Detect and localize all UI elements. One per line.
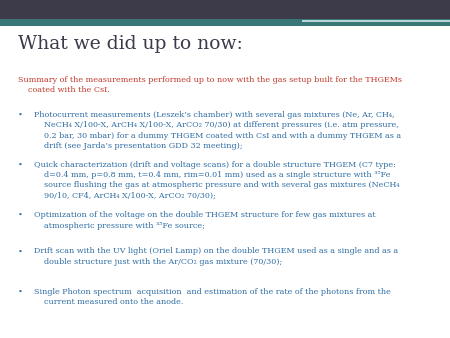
Bar (302, 20, 450, 23)
Text: •: • (18, 161, 23, 169)
Bar (302, 19, 450, 26)
Text: Photocurrent measurements (Leszek’s chamber) with several gas mixtures (Ne, Ar, : Photocurrent measurements (Leszek’s cham… (34, 111, 401, 150)
Text: Drift scan with the UV light (Oriel Lamp) on the double THGEM used as a single a: Drift scan with the UV light (Oriel Lamp… (34, 247, 398, 266)
Text: Optimization of the voltage on the double THGEM structure for few gas mixtures a: Optimization of the voltage on the doubl… (34, 211, 375, 230)
Text: •: • (18, 111, 23, 119)
Text: Quick characterization (drift and voltage scans) for a double structure THGEM (C: Quick characterization (drift and voltag… (34, 161, 399, 200)
Text: •: • (18, 247, 23, 256)
Bar (302, 0, 450, 26)
Text: •: • (18, 288, 23, 296)
Text: Summary of the measurements performed up to now with the gas setup built for the: Summary of the measurements performed up… (18, 76, 402, 94)
Bar (0, 19, 450, 26)
Text: Single Photon spectrum  acquisition  and estimation of the rate of the photons f: Single Photon spectrum acquisition and e… (34, 288, 391, 306)
Text: •: • (18, 211, 23, 219)
Text: What we did up to now:: What we did up to now: (18, 35, 243, 53)
Bar (0, 0, 450, 19)
